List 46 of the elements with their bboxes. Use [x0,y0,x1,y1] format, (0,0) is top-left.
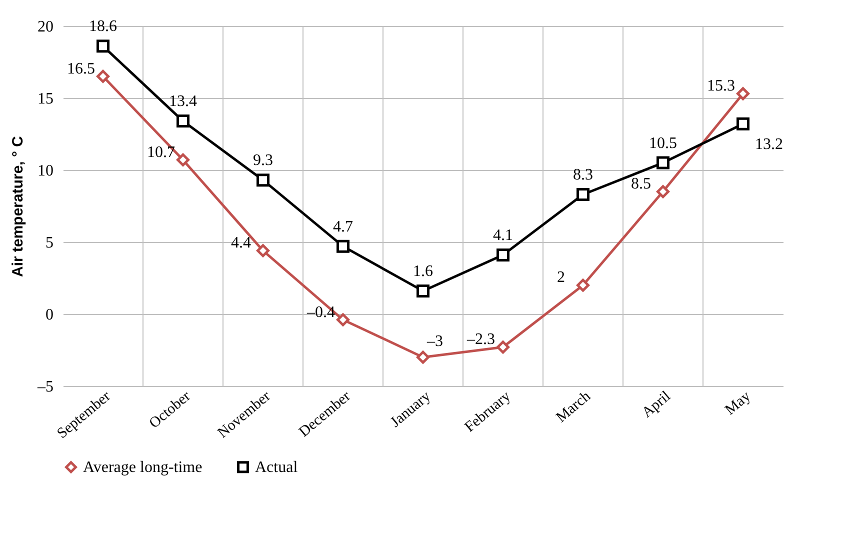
data-label: 10.7 [147,144,175,161]
point [576,188,590,201]
data-label: 16.5 [67,60,95,78]
point [656,156,670,170]
legend-label: Average long-time [83,459,202,476]
y-tick-label: 15 [38,90,54,108]
data-label: 13.4 [169,93,197,110]
point [256,174,270,187]
data-label: 9.3 [253,152,273,170]
data-label: 10.5 [649,134,677,152]
y-tick-label: 10 [38,162,54,180]
data-label: 18.6 [89,18,117,36]
data-label: 4.4 [231,234,251,252]
point [176,114,190,128]
point [96,40,110,53]
data-label: –2.3 [466,331,495,348]
data-label: 2 [557,269,565,286]
legend-label: Actual [255,459,298,476]
y-tick-label: 0 [46,306,54,324]
point [496,340,510,354]
data-label: 15.3 [707,78,735,95]
point [336,313,350,326]
y-axis-title: Air temperature, ° C [10,136,26,278]
point [576,278,590,292]
data-label: 8.3 [573,166,593,184]
data-label: 13.2 [755,136,783,153]
point [736,87,750,100]
data-label: 8.5 [631,176,651,193]
data-label: 4.7 [333,218,353,236]
point [96,70,110,83]
point [256,244,270,258]
y-tick-label: 20 [38,18,54,36]
x-tick-label: May [722,388,754,418]
point [176,153,190,166]
y-tick-label: –5 [36,378,54,396]
point [656,185,670,198]
data-label: 1.6 [413,262,433,280]
point [336,240,350,253]
point [416,284,430,298]
data-label: –3 [426,333,443,350]
y-tick-label: 5 [46,234,54,252]
point [736,117,750,130]
point [416,350,430,364]
data-label: 4.1 [493,226,513,244]
data-label: –0.4 [306,304,335,321]
point [496,248,510,262]
